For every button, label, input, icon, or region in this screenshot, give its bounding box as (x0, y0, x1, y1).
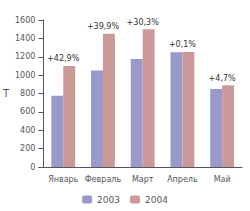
svg-text:800: 800 (20, 89, 35, 98)
svg-text:400: 400 (20, 126, 35, 135)
svg-text:Январь: Январь (48, 175, 78, 184)
svg-text:Февраль: Февраль (85, 175, 122, 184)
svg-text:1200: 1200 (15, 52, 35, 61)
svg-text:+39,9%: +39,9% (87, 22, 120, 31)
svg-text:600: 600 (20, 107, 35, 116)
svg-text:+30,3%: +30,3% (127, 18, 160, 27)
svg-text:Май: Май (214, 175, 231, 184)
svg-text:1000: 1000 (15, 71, 35, 80)
svg-text:0: 0 (30, 163, 35, 172)
svg-text:2004: 2004 (145, 195, 168, 205)
svg-text:Март: Март (132, 175, 154, 184)
svg-text:+4,7%: +4,7% (209, 74, 236, 83)
svg-text:2003: 2003 (97, 195, 120, 205)
svg-text:Апрель: Апрель (167, 175, 198, 184)
svg-text:+42,9%: +42,9% (47, 54, 80, 63)
svg-text:1600: 1600 (15, 16, 35, 25)
svg-text:1400: 1400 (15, 34, 35, 43)
svg-text:Т: Т (2, 88, 10, 99)
svg-text:200: 200 (20, 144, 35, 153)
svg-text:+0,1%: +0,1% (169, 40, 196, 49)
